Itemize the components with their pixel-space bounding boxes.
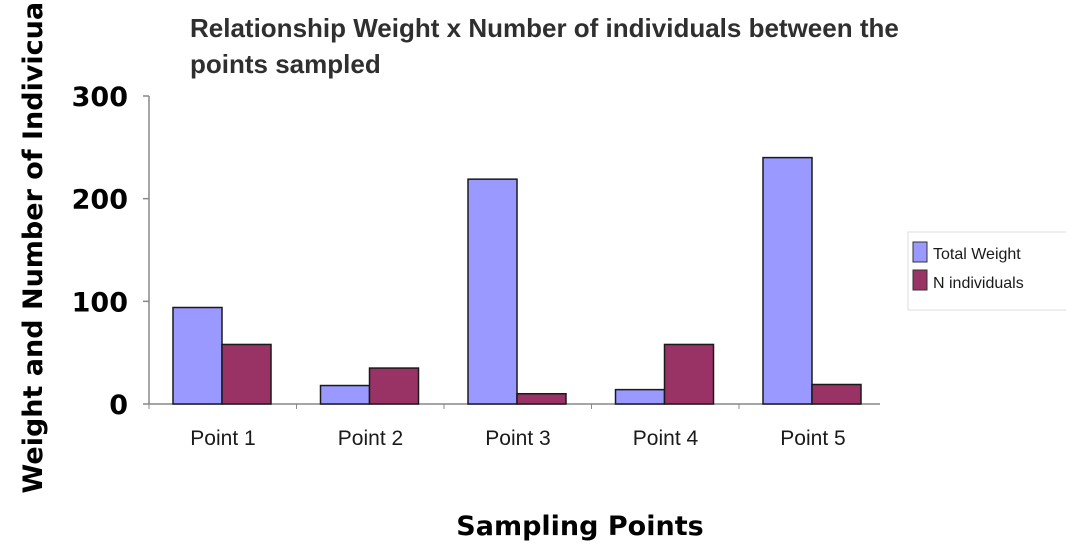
legend-label-n-individuals: N individuals [933, 275, 1024, 292]
x-tick-labels: Point 1 Point 2 Point 3 Point 4 Point 5 [190, 427, 845, 450]
y-tick-label: 100 [72, 287, 128, 318]
x-tick-label: Point 5 [780, 427, 845, 450]
y-tick-label: 300 [72, 82, 128, 113]
legend: Total Weight N individuals [907, 231, 1066, 311]
legend-label-total-weight: Total Weight [933, 246, 1021, 263]
x-tick-label: Point 1 [190, 427, 255, 450]
legend-swatch-total-weight [912, 241, 928, 263]
chart-title-line-1: Relationship Weight x Number of individu… [190, 13, 899, 43]
x-tick-label: Point 4 [633, 427, 699, 450]
bar-n-individuals-5 [811, 383, 862, 405]
x-tick-label: Point 2 [338, 427, 403, 450]
bar-total-weight-4 [614, 388, 666, 405]
legend-swatch-n-individuals [912, 269, 928, 291]
axis-ticks: 0 100 200 300 [72, 82, 149, 421]
y-tick-label: 200 [72, 185, 128, 216]
legend-box [907, 231, 1066, 311]
bar-total-weight-1 [172, 306, 223, 405]
x-tick-label: Point 3 [485, 427, 550, 450]
bar-total-weight-3 [467, 178, 518, 405]
bar-n-individuals-2 [368, 367, 420, 405]
bar-total-weight-5 [762, 156, 813, 405]
bar-total-weight-2 [319, 384, 371, 405]
bar-n-individuals-4 [663, 343, 715, 405]
bars [148, 156, 862, 409]
y-tick-label: 0 [109, 390, 128, 421]
chart-title-line-2: points sampled [190, 49, 381, 79]
x-axis-title: Sampling Points [456, 511, 703, 542]
y-axis-title: Weight and Number of Indivicuals [18, 0, 49, 493]
bar-n-individuals-1 [221, 343, 272, 405]
bar-n-individuals-3 [516, 392, 567, 405]
